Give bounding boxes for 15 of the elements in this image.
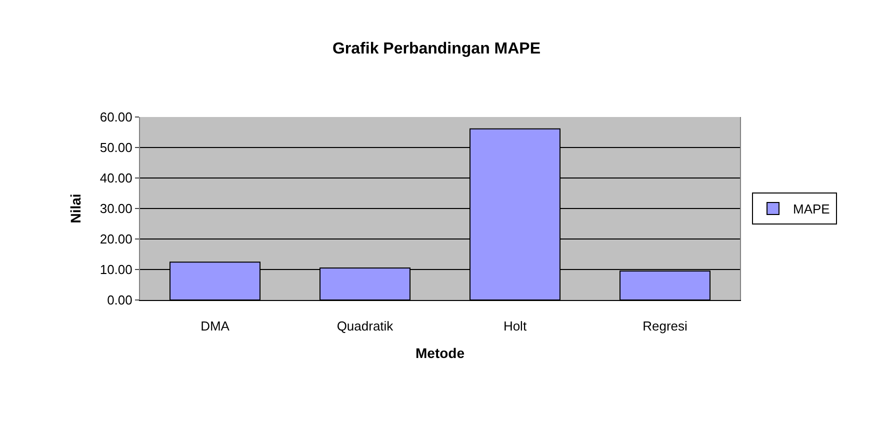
y-tick-label: 30.00 bbox=[100, 201, 132, 216]
y-tick-label: 10.00 bbox=[100, 262, 132, 278]
chart-title: Grafik Perbandingan MAPE bbox=[332, 40, 541, 58]
legend-label: MAPE bbox=[793, 202, 830, 217]
y-tick-label: 20.00 bbox=[100, 232, 132, 247]
y-tick-label: 0.00 bbox=[107, 292, 132, 308]
y-tick-label: 60.00 bbox=[100, 110, 132, 125]
y-tick-label: 40.00 bbox=[100, 170, 132, 186]
x-tick-label: DMA bbox=[200, 318, 230, 334]
y-axis-title: Nilai bbox=[67, 194, 84, 224]
x-tick-label: Quadratik bbox=[336, 318, 394, 334]
x-tick-label: Regresi bbox=[642, 318, 688, 334]
x-tick-label: Holt bbox=[503, 318, 527, 334]
x-axis-title: Metode bbox=[416, 344, 465, 361]
y-tick-label: 50.00 bbox=[100, 140, 132, 156]
